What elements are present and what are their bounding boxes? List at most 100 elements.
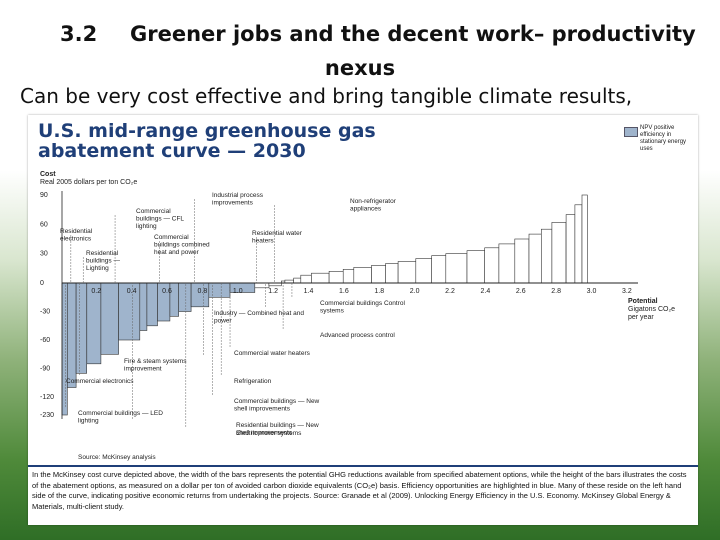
- annotation-label: heat and power: [154, 249, 200, 256]
- bar-12: [208, 282, 231, 298]
- annotation-label: buildings —: [86, 258, 120, 265]
- x-tick-label: 1.8: [374, 288, 384, 295]
- x-axis-label: Potential: [628, 298, 658, 305]
- annotation-label: shell improvements: [234, 406, 291, 413]
- bar-19: [300, 274, 312, 284]
- bar-3: [86, 282, 102, 365]
- annotation-label: Lighting: [86, 265, 109, 272]
- x-tick-label: 2.8: [551, 288, 561, 295]
- annotation-label: systems: [320, 308, 345, 315]
- bar-33: [514, 238, 530, 284]
- annotation-label: Residential buildings — New: [236, 422, 319, 429]
- bar-29: [445, 253, 468, 284]
- annotation-label: lighting: [78, 418, 99, 425]
- bar-20: [311, 272, 330, 284]
- x-tick-label: 3.2: [622, 288, 632, 295]
- bar-10: [178, 282, 192, 312]
- abatement-chart: 90 60 30 0 -30 -60 -90 -120 -230 0.2 0.4 0.6 0.8 1.0 1…: [40, 191, 675, 461]
- annotation-label: improvement: [124, 366, 162, 373]
- x-tick-label: 0.6: [162, 288, 172, 295]
- annotation-label: Residential: [86, 250, 119, 257]
- section-number: 3.2: [60, 22, 98, 46]
- annotation-label: Commercial buildings — LED: [78, 410, 163, 417]
- bar-7: [146, 282, 158, 327]
- bar-24: [371, 265, 386, 284]
- bar-30: [466, 250, 486, 284]
- bar-14: [254, 282, 270, 289]
- y-tick-label: 60: [40, 221, 48, 228]
- x-tick-label: 1.2: [268, 288, 278, 295]
- x-tick-label: 2.2: [445, 288, 455, 295]
- heading-line-1: Greener jobs and the decent work– produc…: [130, 22, 696, 46]
- legend-swatch: [624, 127, 638, 137]
- annotation-label: heaters: [252, 238, 274, 245]
- annotation-label: Commercial water heaters: [234, 350, 311, 357]
- annotation-label: buildings combined: [154, 242, 210, 249]
- annotation-label: Fire & steam systems: [124, 358, 187, 365]
- x-tick-label: 3.0: [587, 288, 597, 295]
- bar-32: [498, 243, 516, 284]
- x-tick-label: 0.4: [127, 288, 137, 295]
- abatement-curve-figure: U.S. mid-range greenhouse gas abatement …: [28, 115, 698, 525]
- annotation-label: Industrial process: [212, 192, 264, 199]
- bar-31: [484, 247, 500, 284]
- annotation-label: appliances: [350, 206, 382, 213]
- slide-subtitle: Can be very cost effective and bring tan…: [20, 84, 633, 108]
- cost-label-unit: Real 2005 dollars per ton CO₂e: [40, 179, 138, 186]
- x-tick-label: 1.6: [339, 288, 349, 295]
- figure-title-line-2: abatement curve — 2030: [38, 140, 306, 162]
- x-tick-label: 2.6: [516, 288, 526, 295]
- x-axis-unit: Gigatons CO₂e: [628, 306, 675, 313]
- bar-34: [528, 233, 542, 284]
- bar-18: [293, 277, 302, 284]
- caption-text: In the McKinsey cost curve depicted abov…: [32, 470, 687, 511]
- y-tick-label: 90: [40, 192, 48, 199]
- annotation-label: shell improvements: [236, 430, 293, 437]
- bar-25: [385, 263, 399, 284]
- bar-6: [139, 282, 148, 331]
- legend-label: NPV positive efficiency in stationary en…: [640, 125, 687, 152]
- annotation-label: Industry — Combined heat and: [214, 310, 304, 317]
- heading-line-2: nexus: [324, 56, 396, 80]
- y-tick-label: 0: [40, 280, 44, 287]
- y-tick-label: 30: [40, 251, 48, 258]
- x-tick-label: 2.4: [481, 288, 491, 295]
- figure-caption: In the McKinsey cost curve depicted abov…: [28, 465, 698, 525]
- annotation-label: Commercial buildings — New: [234, 398, 320, 405]
- bar-0: [61, 282, 68, 416]
- bar-26: [397, 261, 417, 284]
- y-tick-label: -230: [40, 412, 54, 419]
- y-tick-label: -30: [40, 309, 50, 316]
- bar-27: [415, 258, 432, 284]
- bar-28: [431, 255, 447, 284]
- x-tick-label: 2.0: [410, 288, 420, 295]
- cost-axis-label: Cost Real 2005 dollars per ton CO₂e: [40, 171, 200, 187]
- annotation-label: Commercial buildings Control: [320, 300, 405, 307]
- annotation-label: Residential water: [252, 230, 303, 237]
- y-tick-label: -120: [40, 394, 54, 401]
- annotation-label: Commercial: [154, 234, 189, 241]
- figure-source: Source: McKinsey analysis: [78, 454, 156, 461]
- bar-21: [328, 271, 344, 284]
- cost-label-title: Cost: [40, 171, 56, 178]
- bar-23: [353, 267, 372, 284]
- annotation-label: Electric motor systems: [236, 430, 302, 437]
- annotation-label: power: [214, 318, 233, 325]
- annotation-label: Commercial: [136, 208, 171, 215]
- bar-36: [551, 222, 567, 284]
- annotation-label: buildings — CFL: [136, 216, 184, 223]
- annotation-label: lighting: [136, 223, 157, 230]
- annotation-label: improvements: [212, 200, 254, 207]
- annotation-label: Non-refrigerator: [350, 198, 397, 205]
- annotation-label: Refrigeration: [234, 378, 272, 385]
- bar-1: [66, 282, 77, 388]
- annotation-label: Advanced process control: [320, 332, 395, 339]
- bar-4: [100, 282, 119, 355]
- bar-38: [574, 204, 583, 284]
- x-tick-label: 0.2: [91, 288, 101, 295]
- bar-2: [75, 282, 87, 374]
- figure-title-line-1: U.S. mid-range greenhouse gas: [38, 120, 376, 142]
- figure-title: U.S. mid-range greenhouse gas abatement …: [38, 121, 518, 161]
- annotation-label: Residential: [60, 228, 93, 235]
- bar-37: [565, 214, 576, 284]
